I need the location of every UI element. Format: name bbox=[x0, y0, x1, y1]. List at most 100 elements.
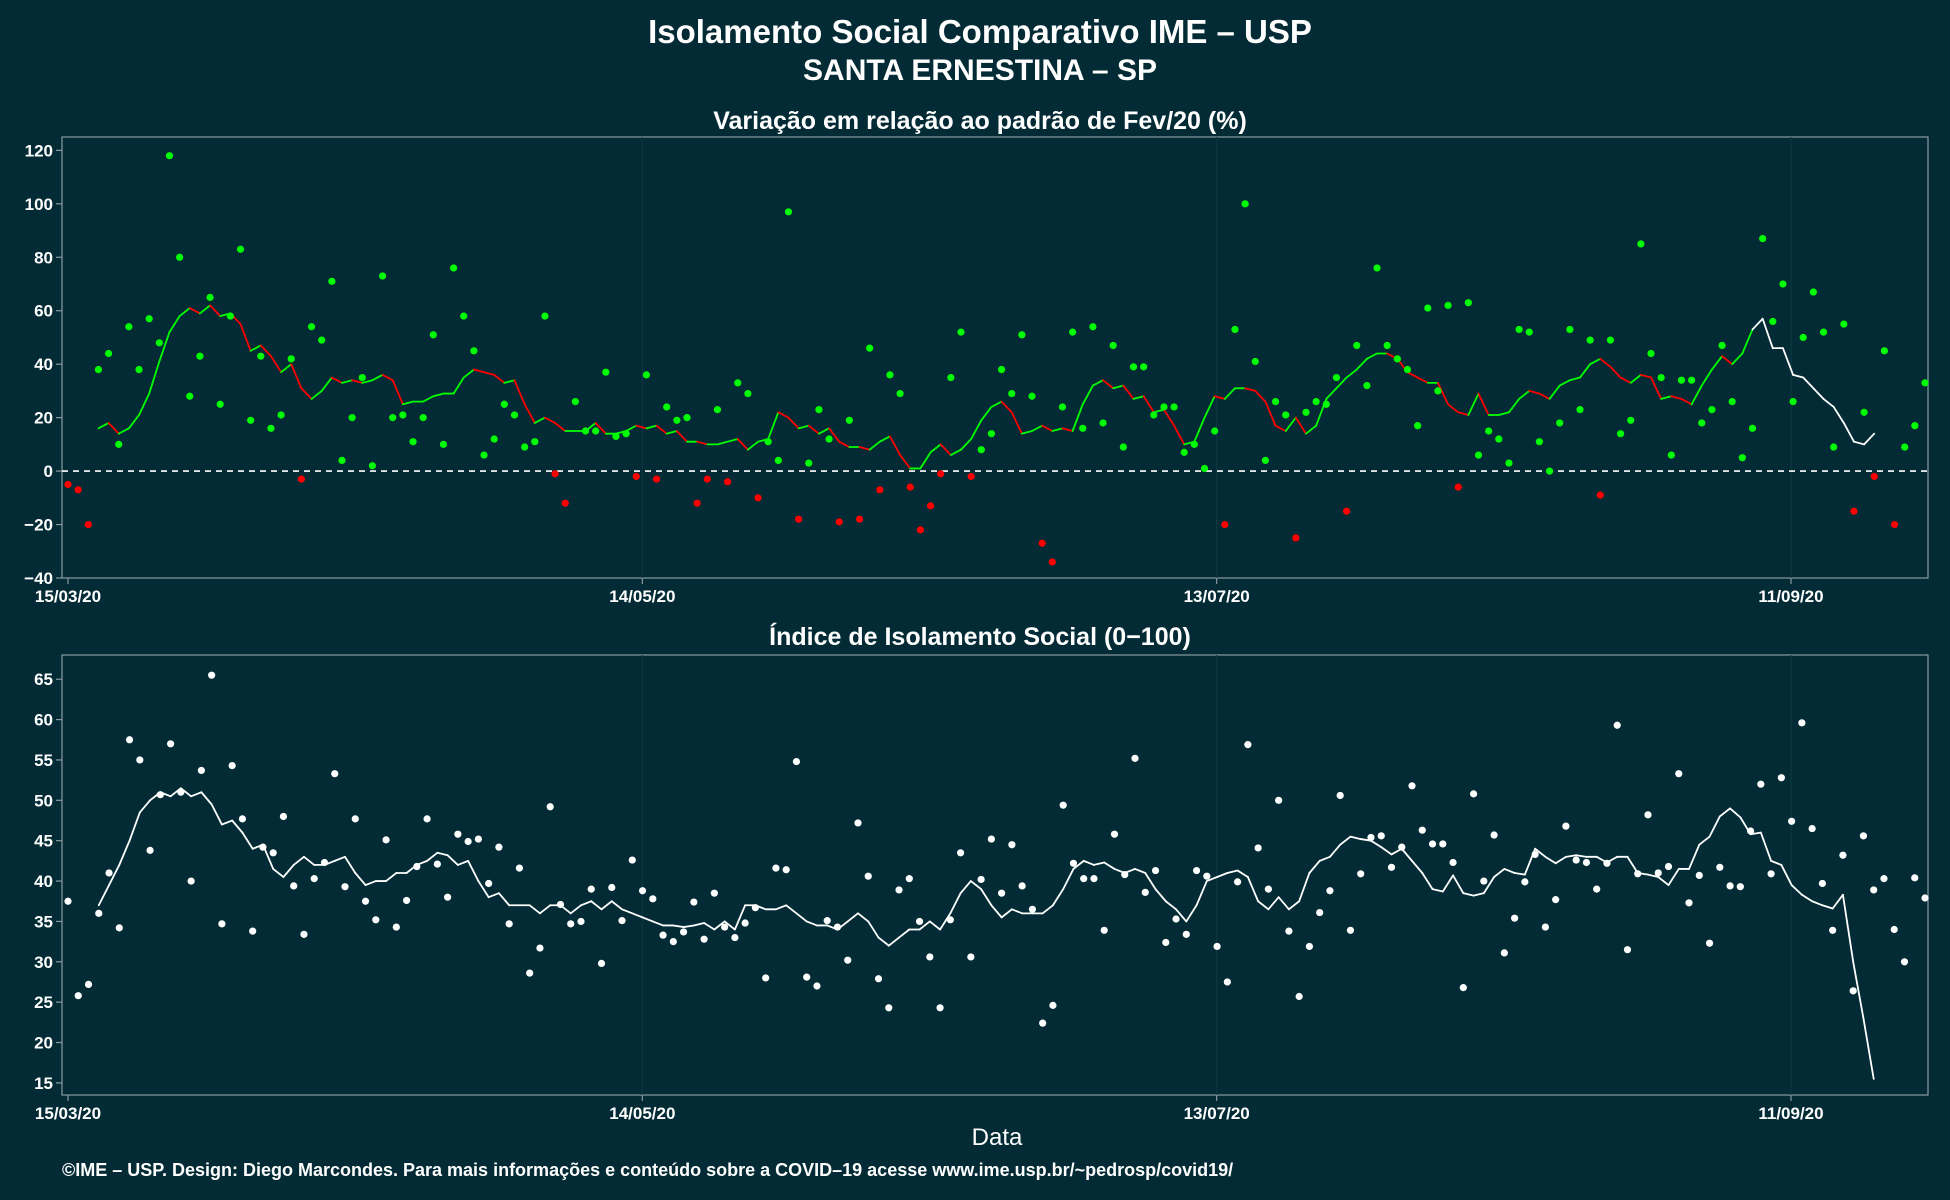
moving-average-segment bbox=[1103, 861, 1116, 870]
data-point bbox=[1901, 443, 1909, 451]
moving-average-segment bbox=[733, 904, 747, 931]
data-point bbox=[423, 815, 431, 823]
data-point bbox=[300, 930, 308, 938]
moving-average-segment bbox=[259, 344, 272, 358]
moving-average-segment bbox=[1812, 387, 1825, 400]
y-tick-label: 40 bbox=[34, 355, 53, 374]
moving-average-segment bbox=[426, 851, 439, 862]
data-point bbox=[1759, 234, 1767, 243]
data-point bbox=[1241, 200, 1249, 208]
data-point bbox=[782, 866, 790, 874]
moving-average-segment bbox=[1528, 390, 1541, 395]
moving-average-segment bbox=[928, 920, 941, 931]
moving-average-segment bbox=[498, 892, 511, 907]
data-point bbox=[1373, 264, 1381, 272]
data-point bbox=[1275, 796, 1283, 804]
data-point bbox=[1100, 926, 1108, 934]
data-point bbox=[460, 312, 468, 320]
data-point bbox=[413, 862, 421, 871]
data-point bbox=[208, 671, 216, 679]
data-point bbox=[1172, 915, 1180, 923]
moving-average-segment bbox=[1660, 395, 1673, 400]
data-point bbox=[1271, 398, 1280, 406]
data-point bbox=[480, 451, 488, 459]
data-point bbox=[1480, 877, 1488, 885]
moving-average-segment bbox=[344, 855, 357, 874]
data-point bbox=[683, 414, 691, 422]
moving-average-segment bbox=[889, 435, 901, 456]
data-point bbox=[1160, 403, 1168, 411]
data-point bbox=[1576, 406, 1584, 414]
y-tick-label: −40 bbox=[24, 569, 53, 588]
data-point bbox=[967, 472, 975, 481]
data-point bbox=[238, 815, 247, 823]
data-point bbox=[1647, 349, 1655, 358]
moving-average-segment bbox=[898, 928, 911, 939]
data-point bbox=[485, 879, 493, 888]
data-point bbox=[1541, 923, 1549, 931]
moving-average-segment bbox=[1626, 855, 1639, 874]
moving-average-segment bbox=[805, 920, 818, 927]
data-point bbox=[1675, 770, 1683, 778]
data-point bbox=[751, 904, 759, 912]
data-point bbox=[1459, 984, 1467, 992]
data-point bbox=[320, 858, 329, 867]
data-point bbox=[581, 427, 590, 435]
data-point bbox=[84, 520, 92, 529]
data-point bbox=[1716, 863, 1724, 871]
data-point bbox=[669, 938, 677, 946]
data-point bbox=[1469, 790, 1478, 798]
data-point bbox=[1860, 408, 1868, 416]
y-tick-label: 80 bbox=[34, 248, 53, 267]
data-point bbox=[998, 889, 1006, 897]
moving-average-segment bbox=[1203, 395, 1216, 419]
moving-average-segment bbox=[210, 803, 223, 826]
moving-average-segment bbox=[1365, 352, 1378, 360]
panel1-title: Variação em relação ao padrão de Fev/20 … bbox=[713, 107, 1247, 135]
moving-average-segment bbox=[1842, 893, 1855, 963]
moving-average-segment bbox=[1041, 904, 1054, 915]
data-point bbox=[236, 245, 245, 253]
moving-average-segment bbox=[108, 864, 121, 886]
data-point bbox=[1698, 419, 1706, 427]
data-point bbox=[500, 400, 508, 408]
data-point bbox=[1688, 376, 1696, 384]
data-point bbox=[833, 923, 842, 931]
data-point bbox=[1677, 376, 1686, 384]
data-point bbox=[1292, 534, 1300, 542]
data-point bbox=[1789, 398, 1797, 406]
moving-average-segment bbox=[1093, 861, 1106, 866]
moving-average-segment bbox=[1575, 854, 1588, 858]
data-point bbox=[1921, 379, 1929, 387]
moving-average-segment bbox=[1508, 398, 1520, 414]
data-point bbox=[1377, 832, 1385, 840]
moving-average-segment bbox=[1554, 855, 1567, 865]
moving-average-segment bbox=[1164, 900, 1177, 911]
moving-average-segment bbox=[1195, 880, 1208, 907]
data-point bbox=[1200, 464, 1209, 473]
data-point bbox=[1829, 926, 1837, 934]
data-point bbox=[744, 389, 752, 398]
data-point bbox=[1332, 373, 1341, 382]
moving-average-segment bbox=[807, 424, 820, 435]
moving-average-segment bbox=[1667, 868, 1680, 886]
data-point bbox=[734, 379, 742, 387]
data-point bbox=[1695, 871, 1703, 880]
moving-average-segment bbox=[432, 392, 445, 398]
moving-average-segment bbox=[241, 831, 254, 850]
data-point bbox=[515, 864, 524, 872]
moving-average-segment bbox=[1680, 398, 1693, 406]
data-point bbox=[1566, 325, 1574, 334]
data-point bbox=[1039, 1019, 1047, 1027]
moving-average-segment bbox=[1339, 835, 1352, 846]
moving-average-segment bbox=[1629, 373, 1642, 384]
moving-average-segment bbox=[1447, 403, 1460, 414]
moving-average-segment bbox=[675, 430, 688, 443]
moving-average-segment bbox=[1599, 357, 1612, 368]
moving-average-segment bbox=[333, 855, 346, 862]
data-point bbox=[1664, 862, 1673, 871]
data-point bbox=[310, 875, 318, 883]
data-point bbox=[946, 916, 954, 924]
y-tick-label: 30 bbox=[34, 953, 53, 972]
data-point bbox=[1285, 927, 1293, 935]
